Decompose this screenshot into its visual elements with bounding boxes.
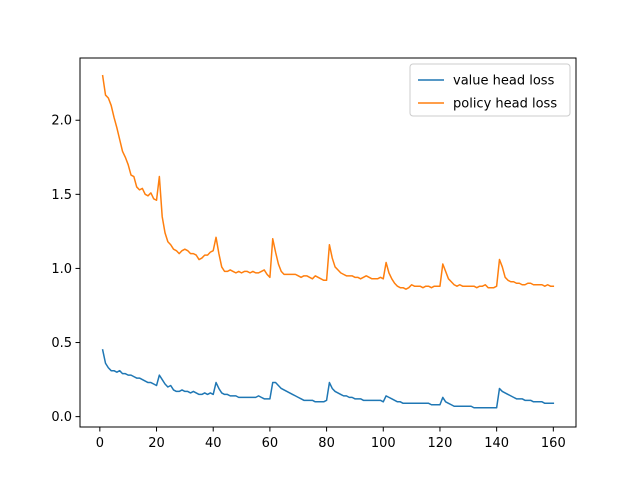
y-tick-label: 0.5 (51, 336, 72, 351)
x-tick-label: 140 (484, 436, 509, 451)
x-tick-label: 100 (371, 436, 396, 451)
y-tick-label: 1.5 (51, 188, 72, 203)
legend: value head loss policy head loss (409, 63, 571, 117)
x-tick-label: 80 (318, 436, 335, 451)
x-tick-label: 40 (205, 436, 222, 451)
x-axis: 0 20 40 60 80 100 120 140 160 (96, 427, 566, 451)
series-line-0 (101, 349, 555, 409)
y-tick-label: 2.0 (51, 114, 72, 129)
plot-lines (101, 74, 555, 409)
legend-box (409, 63, 571, 117)
legend-label-1: policy head loss (453, 97, 557, 112)
x-tick-label: 160 (541, 436, 566, 451)
x-tick-label: 60 (262, 436, 279, 451)
series-line-1 (101, 74, 555, 290)
axes-frame (79, 57, 577, 428)
y-tick-label: 0.0 (51, 410, 72, 425)
x-tick-label: 120 (428, 436, 453, 451)
legend-label-0: value head loss (453, 74, 555, 89)
x-tick-label: 20 (148, 436, 165, 451)
y-axis: 0.0 0.5 1.0 1.5 2.0 (51, 114, 80, 425)
x-tick-label: 0 (96, 436, 104, 451)
y-tick-label: 1.0 (51, 262, 72, 277)
